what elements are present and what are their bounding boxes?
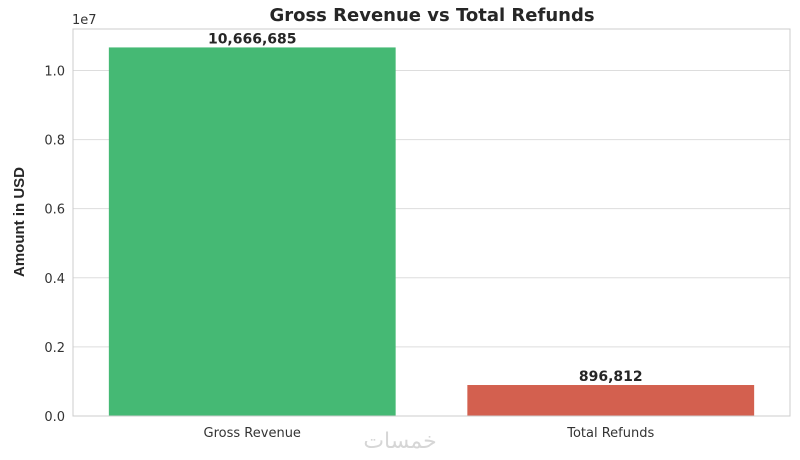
x-tick-label: Total Refunds bbox=[566, 426, 654, 441]
chart-title: Gross Revenue vs Total Refunds bbox=[269, 5, 594, 26]
y-tick-label: 1.0 bbox=[44, 64, 65, 79]
plot-frame bbox=[72, 28, 791, 417]
y-ticks: 0.0 0.2 0.4 0.6 0.8 1.0 bbox=[44, 64, 65, 425]
bars bbox=[108, 47, 755, 416]
y-tick-label: 0.2 bbox=[44, 341, 65, 356]
bar-value-label: 896,812 bbox=[579, 369, 643, 385]
bar-total-refunds bbox=[467, 385, 755, 416]
x-tick-label: Gross Revenue bbox=[204, 426, 301, 441]
y-axis-label: Amount in USD bbox=[11, 167, 28, 277]
y-tick-label: 0.6 bbox=[44, 203, 65, 218]
y-tick-label: 0.4 bbox=[44, 272, 65, 287]
y-tick-label: 0.8 bbox=[44, 134, 65, 149]
watermark: خمسات bbox=[363, 429, 436, 454]
y-tick-label: 0.0 bbox=[44, 410, 65, 425]
bar-value-label: 10,666,685 bbox=[208, 31, 297, 47]
bar-gross-revenue bbox=[108, 47, 396, 416]
x-ticks: Gross Revenue Total Refunds bbox=[204, 426, 655, 441]
value-labels: 10,666,685 896,812 bbox=[208, 31, 643, 385]
axis-offset-label: 1e7 bbox=[72, 13, 97, 28]
